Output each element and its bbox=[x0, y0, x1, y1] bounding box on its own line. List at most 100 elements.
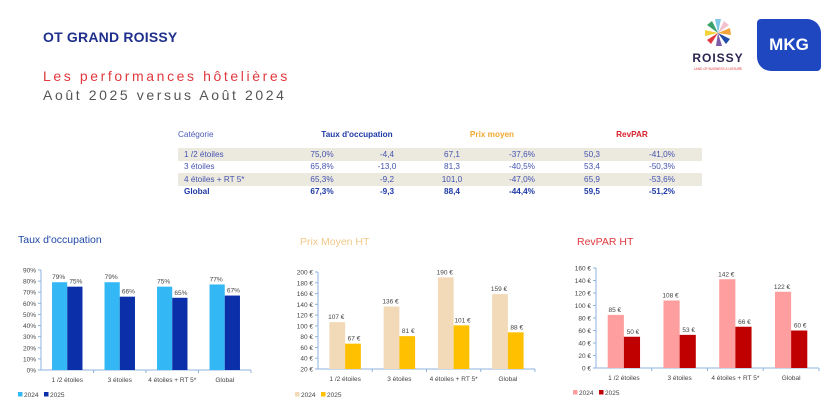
x-tick-label: Global bbox=[215, 377, 234, 384]
page-subtitle: Août 2025 versus Août 2024 bbox=[43, 87, 287, 103]
row-value: 65,8% bbox=[310, 162, 334, 172]
bar-2024 bbox=[663, 300, 680, 368]
bar-chart: 0 € 20 € 40 € 60 € 80 € 100 € 120 € 140 € 160 € 8… bbox=[573, 266, 820, 397]
y-tick-label: 0% bbox=[27, 368, 37, 375]
data-label: 60 € bbox=[794, 323, 807, 330]
y-tick-label: 160 € bbox=[575, 266, 592, 273]
y-tick-label: 80 € bbox=[300, 334, 313, 341]
row-value: 67,1 bbox=[422, 148, 482, 161]
bar-2024 bbox=[329, 322, 346, 369]
header-categorie: Catégorie bbox=[178, 130, 214, 139]
table-row: 4 étoiles + RT 5* 65,3% -9,2 101,0 -47,0% 65,… bbox=[178, 173, 702, 186]
data-label: 75% bbox=[157, 279, 170, 286]
header-taux: Taux d'occupation bbox=[321, 130, 393, 139]
bar-2024 bbox=[383, 306, 400, 369]
bar-2025 bbox=[623, 336, 641, 368]
row-category: 1 /2 étoiles bbox=[178, 148, 292, 161]
row-value: -44,4% bbox=[509, 187, 535, 197]
data-label: 75% bbox=[69, 279, 82, 286]
data-label: 66% bbox=[122, 289, 135, 296]
bar-2025 bbox=[453, 325, 470, 369]
y-tick-label: 40 € bbox=[300, 356, 313, 363]
chart-title: Taux d'occupation bbox=[18, 234, 102, 246]
x-tick-label: 3 étoiles bbox=[387, 376, 412, 383]
legend-label: 2024 bbox=[579, 390, 594, 397]
data-label: 101 € bbox=[454, 317, 471, 324]
row-value: -53,6% bbox=[622, 173, 702, 186]
bar-2024 bbox=[52, 282, 68, 370]
data-label: 142 € bbox=[718, 271, 735, 278]
data-label: 65% bbox=[174, 290, 187, 297]
bar-2025 bbox=[119, 296, 135, 370]
legend-label: 2024 bbox=[24, 392, 39, 399]
legend-label: 2025 bbox=[605, 390, 620, 397]
x-tick-label: 4 étoiles + RT 5* bbox=[430, 376, 478, 383]
row-value: 88,4 bbox=[444, 187, 460, 197]
table-row: 1 /2 étoiles 75,0% -4,4 67,1 -37,6% 50,3 -41,0… bbox=[178, 148, 702, 161]
row-value: 67,3% bbox=[310, 187, 334, 197]
y-tick-label: 60 € bbox=[300, 345, 313, 352]
table-row: Global 67,3% -9,3 88,4 -44,4% 59,5 -51,2% bbox=[178, 186, 702, 199]
y-tick-label: 50% bbox=[23, 312, 36, 319]
legend-label: 2025 bbox=[50, 392, 65, 399]
brand-title: OT GRAND ROISSY bbox=[43, 29, 178, 45]
y-tick-label: 140 € bbox=[297, 302, 314, 309]
bar-chart: 0% 10% 20% 30% 40% 50% 60% 70% 80% 90% 79% 75% 1 /2 … bbox=[18, 268, 252, 399]
legend-swatch-2024 bbox=[573, 390, 578, 395]
header-revpar: RevPAR bbox=[616, 130, 648, 139]
legend-label: 2025 bbox=[327, 392, 342, 399]
bar-2024 bbox=[104, 282, 120, 370]
row-value: -9,3 bbox=[379, 187, 395, 197]
y-tick-label: 70% bbox=[23, 290, 36, 297]
x-tick-label: 3 étoiles bbox=[108, 377, 133, 384]
x-tick-label: 4 étoiles + RT 5* bbox=[148, 377, 196, 384]
bar-2024 bbox=[209, 284, 225, 370]
mkg-logo: MKG bbox=[757, 19, 821, 71]
y-tick-label: 200 € bbox=[297, 270, 314, 277]
x-tick-label: 4 étoiles + RT 5* bbox=[711, 375, 759, 382]
legend-swatch-2025 bbox=[44, 392, 49, 397]
y-tick-label: 20 € bbox=[578, 353, 591, 360]
data-label: 77% bbox=[210, 276, 223, 283]
data-label: 88 € bbox=[510, 324, 523, 331]
roissy-logo-text: ROISSY bbox=[692, 51, 743, 65]
data-label: 66 € bbox=[738, 319, 751, 326]
row-category: Global bbox=[184, 187, 210, 197]
data-label: 79% bbox=[52, 274, 65, 281]
row-value: -47,0% bbox=[482, 173, 562, 186]
row-value: -9,2 bbox=[352, 173, 422, 186]
bar-2024 bbox=[157, 286, 173, 370]
y-tick-label: 40 € bbox=[578, 341, 591, 348]
bar-2025 bbox=[345, 343, 361, 369]
y-tick-label: 0 € bbox=[582, 366, 591, 373]
bar-2025 bbox=[399, 336, 416, 369]
data-label: 85 € bbox=[608, 307, 621, 314]
row-value: -40,5% bbox=[509, 162, 535, 172]
bar-2025 bbox=[507, 332, 524, 369]
bar-2024 bbox=[719, 279, 736, 368]
row-value: 53,4 bbox=[584, 162, 600, 172]
row-value: 81,3 bbox=[444, 162, 460, 172]
y-tick-label: 60 € bbox=[578, 328, 591, 335]
mkg-logo-text: MKG bbox=[769, 35, 809, 54]
chart-title: RevPAR HT bbox=[577, 236, 634, 248]
y-tick-label: 120 € bbox=[297, 313, 314, 320]
y-tick-label: 100 € bbox=[297, 323, 314, 330]
x-tick-label: 1 /2 étoiles bbox=[608, 375, 640, 382]
bar-2025 bbox=[224, 295, 240, 370]
row-category: 3 étoiles bbox=[184, 162, 215, 172]
y-tick-label: 40% bbox=[23, 323, 36, 330]
bar-2025 bbox=[679, 334, 696, 368]
row-value: -13,0 bbox=[377, 162, 397, 172]
data-label: 107 € bbox=[328, 314, 345, 321]
bar-2025 bbox=[67, 286, 83, 370]
y-tick-label: 180 € bbox=[297, 280, 314, 287]
y-tick-label: 20 € bbox=[300, 367, 313, 374]
legend-swatch-2025 bbox=[321, 392, 326, 397]
row-value: 75,0% bbox=[292, 148, 352, 161]
bar-2024 bbox=[437, 277, 454, 369]
data-label: 79% bbox=[105, 274, 118, 281]
page-title: Les performances hôtelières bbox=[43, 68, 290, 84]
row-value: 65,3% bbox=[292, 173, 352, 186]
bar-2025 bbox=[791, 330, 808, 368]
